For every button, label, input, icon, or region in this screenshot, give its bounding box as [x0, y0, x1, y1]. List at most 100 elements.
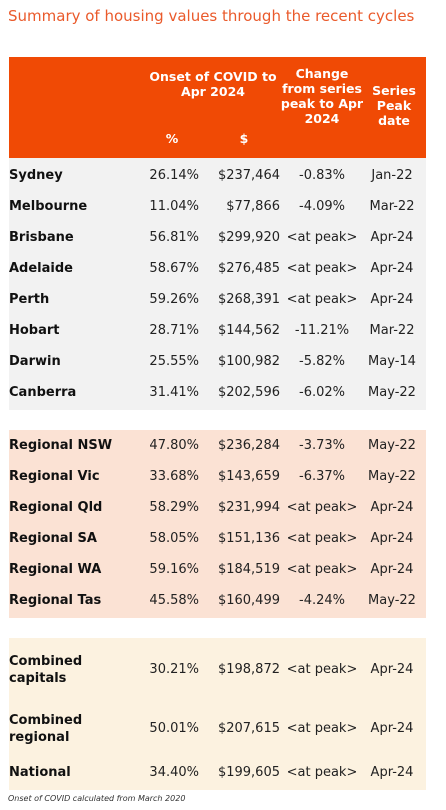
row-percent: 45.58%: [149, 593, 199, 608]
row-name: Canberra: [9, 385, 77, 400]
row-peak-date: Apr-24: [370, 562, 414, 577]
row-peak-date: May-22: [368, 469, 416, 484]
row-peak-date: Apr-24: [370, 531, 414, 546]
header-peak-date: Series Peak date: [372, 83, 416, 128]
row-name: Perth: [9, 292, 50, 307]
header-change: Change from series peak to Apr 2024: [280, 66, 364, 126]
row-name: Sydney: [9, 168, 63, 183]
row-percent: 58.29%: [149, 500, 199, 515]
row-dollar: $151,136: [217, 531, 280, 546]
row-percent: 58.67%: [149, 261, 199, 276]
row-percent: 58.05%: [149, 531, 199, 546]
combined-section: Combined capitals 30.21% $198,872 <at pe…: [9, 638, 426, 790]
row-peak-date: Mar-22: [369, 323, 415, 338]
row-change: <at peak>: [286, 765, 358, 780]
row-name: Regional NSW: [9, 438, 113, 453]
row-percent: 34.40%: [149, 765, 199, 780]
row-change: -11.21%: [294, 323, 350, 338]
row-change: <at peak>: [286, 531, 358, 546]
row-name: Brisbane: [9, 230, 74, 245]
row-name: Regional Tas: [9, 593, 102, 608]
table-row: Melbourne 11.04% $77,866 -4.09% Mar-22: [9, 191, 426, 222]
row-dollar: $100,982: [217, 354, 280, 369]
row-percent: 50.01%: [149, 721, 199, 736]
row-peak-date: Apr-24: [370, 230, 414, 245]
row-name: Combined regional: [9, 713, 83, 745]
capitals-section: Sydney 26.14% $237,464 -0.83% Jan-22 Mel…: [9, 158, 426, 410]
row-peak-date: Apr-24: [370, 765, 414, 780]
row-peak-date: May-22: [368, 385, 416, 400]
row-peak-date: Apr-24: [370, 261, 414, 276]
row-percent: 30.21%: [149, 662, 199, 677]
row-name: Regional SA: [9, 531, 97, 546]
row-change: <at peak>: [286, 662, 358, 677]
row-percent: 28.71%: [149, 323, 199, 338]
row-percent: 59.16%: [149, 562, 199, 577]
row-dollar: $231,994: [217, 500, 280, 515]
table-row: Darwin 25.55% $100,982 -5.82% May-14: [9, 346, 426, 377]
table-row: Sydney 26.14% $237,464 -0.83% Jan-22: [9, 160, 426, 191]
row-peak-date: May-22: [368, 438, 416, 453]
row-dollar: $236,284: [217, 438, 280, 453]
table-row: Brisbane 56.81% $299,920 <at peak> Apr-2…: [9, 222, 426, 253]
row-percent: 11.04%: [149, 199, 199, 214]
table-row: Hobart 28.71% $144,562 -11.21% Mar-22: [9, 315, 426, 346]
table-row: National 34.40% $199,605 <at peak> Apr-2…: [9, 757, 426, 788]
row-dollar: $77,866: [226, 199, 280, 214]
row-dollar: $207,615: [217, 721, 280, 736]
row-change: <at peak>: [286, 292, 358, 307]
row-percent: 59.26%: [149, 292, 199, 307]
footnote: Onset of COVID calculated from March 202…: [8, 794, 186, 803]
row-dollar: $144,562: [217, 323, 280, 338]
row-dollar: $143,659: [217, 469, 280, 484]
row-name: Combined capitals: [9, 654, 83, 686]
row-change: -0.83%: [299, 168, 345, 183]
table-row: Regional NSW 47.80% $236,284 -3.73% May-…: [9, 430, 426, 461]
row-change: <at peak>: [286, 261, 358, 276]
row-change: -6.02%: [299, 385, 345, 400]
table-row: Regional Qld 58.29% $231,994 <at peak> A…: [9, 492, 426, 523]
row-percent: 33.68%: [149, 469, 199, 484]
row-change: -3.73%: [299, 438, 345, 453]
row-percent: 56.81%: [149, 230, 199, 245]
table-row: Adelaide 58.67% $276,485 <at peak> Apr-2…: [9, 253, 426, 284]
row-dollar: $160,499: [217, 593, 280, 608]
row-peak-date: Apr-24: [370, 721, 414, 736]
row-change: -5.82%: [299, 354, 345, 369]
row-dollar: $199,605: [217, 765, 280, 780]
row-change: -6.37%: [299, 469, 345, 484]
table-row: Combined regional 50.01% $207,615 <at pe…: [9, 704, 426, 754]
table-row: Regional SA 58.05% $151,136 <at peak> Ap…: [9, 523, 426, 554]
row-dollar: $202,596: [217, 385, 280, 400]
table-row: Canberra 31.41% $202,596 -6.02% May-22: [9, 377, 426, 408]
row-dollar: $237,464: [217, 168, 280, 183]
row-change: -4.09%: [299, 199, 345, 214]
row-name: Regional Qld: [9, 500, 103, 515]
row-change: <at peak>: [286, 230, 358, 245]
page-title: Summary of housing values through the re…: [8, 7, 415, 25]
table-row: Regional WA 59.16% $184,519 <at peak> Ap…: [9, 554, 426, 585]
row-peak-date: May-14: [368, 354, 416, 369]
header-dollar: $: [239, 131, 249, 146]
row-name: Hobart: [9, 323, 60, 338]
row-name: Adelaide: [9, 261, 73, 276]
row-name: Regional WA: [9, 562, 102, 577]
row-dollar: $198,872: [217, 662, 280, 677]
row-change: <at peak>: [286, 500, 358, 515]
row-dollar: $299,920: [217, 230, 280, 245]
row-peak-date: Mar-22: [369, 199, 415, 214]
row-change: <at peak>: [286, 562, 358, 577]
header-onset: Onset of COVID to Apr 2024: [149, 69, 277, 99]
row-dollar: $184,519: [217, 562, 280, 577]
row-name: National: [9, 765, 71, 780]
table-header: Onset of COVID to Apr 2024 % $ Change fr…: [9, 57, 426, 158]
row-peak-date: Apr-24: [370, 500, 414, 515]
row-percent: 26.14%: [149, 168, 199, 183]
row-percent: 47.80%: [149, 438, 199, 453]
row-change: <at peak>: [286, 721, 358, 736]
row-peak-date: Jan-22: [371, 168, 413, 183]
row-name: Darwin: [9, 354, 61, 369]
regional-section: Regional NSW 47.80% $236,284 -3.73% May-…: [9, 430, 426, 618]
row-peak-date: May-22: [368, 593, 416, 608]
row-name: Regional Vic: [9, 469, 100, 484]
